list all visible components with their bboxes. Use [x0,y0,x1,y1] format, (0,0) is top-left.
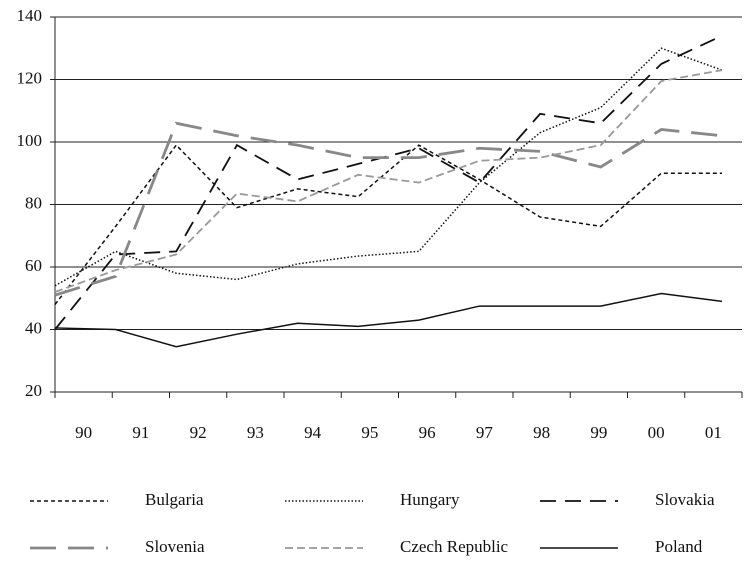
x-tick-label: 90 [75,423,92,442]
legend-label: Poland [655,537,703,556]
y-tick-label: 20 [25,381,42,400]
series-line [54,143,722,305]
legend-label: Czech Republic [400,537,509,556]
series-line [54,69,723,293]
legend-label: Slovakia [655,490,715,509]
series-line [54,292,723,348]
y-tick-label: 80 [25,193,42,212]
x-tick-label: 99 [590,423,607,442]
x-tick-label: 96 [419,423,436,442]
y-tick-label: 40 [25,318,42,337]
series-line [54,121,723,297]
x-tick-label: 93 [247,423,264,442]
y-tick-label: 60 [25,256,42,275]
y-tick-label: 100 [17,131,43,150]
legend-label: Hungary [400,490,460,509]
y-tick-label: 120 [17,68,43,87]
x-tick-label: 98 [533,423,550,442]
x-tick-label: 92 [190,423,207,442]
x-tick-label: 94 [304,423,322,442]
y-tick-label: 140 [17,6,43,25]
x-tick-label: 00 [648,423,665,442]
x-tick-label: 97 [476,423,494,442]
legend-label: Slovenia [145,537,205,556]
x-tick-label: 01 [705,423,722,442]
legend-label: Bulgaria [145,490,204,509]
series-line [54,34,723,331]
x-tick-label: 95 [361,423,378,442]
x-tick-label: 91 [132,423,149,442]
series-line [54,47,723,287]
